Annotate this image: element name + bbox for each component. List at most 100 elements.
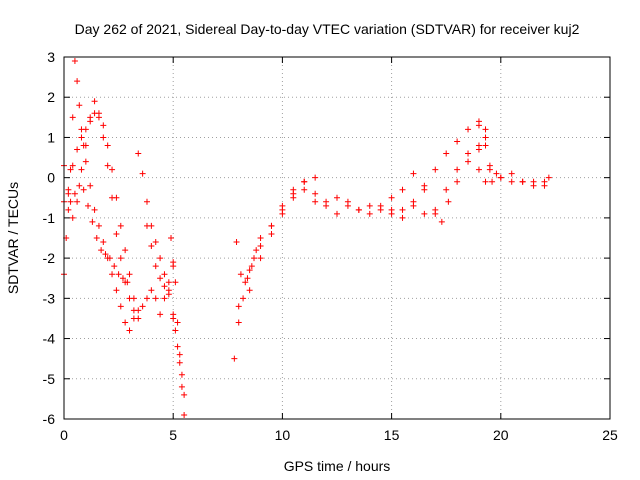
data-point [122,319,129,326]
data-point [126,327,133,334]
data-point [410,170,417,177]
data-point [176,359,183,366]
data-point [486,162,493,169]
data-point [139,303,146,310]
data-point [117,255,124,262]
data-point [465,158,472,165]
data-point [240,295,247,302]
series-track-13 [475,166,548,189]
data-point [104,162,111,169]
data-point [482,134,489,141]
data-point [78,134,85,141]
y-tick-label: 1 [47,129,55,145]
data-point [124,279,131,286]
y-tick-label: -4 [43,331,56,347]
data-point [323,202,330,209]
data-point [161,283,168,290]
data-point [178,383,185,390]
data-point [74,78,81,85]
data-point [279,202,286,209]
data-point [355,206,362,213]
series-track-4 [67,182,131,286]
data-point [421,210,428,217]
data-point [106,255,113,262]
data-point [67,198,74,205]
data-point [98,247,105,254]
data-point [152,295,159,302]
data-point [104,142,111,149]
data-point [443,150,450,157]
data-point [109,271,116,278]
data-point [161,295,168,302]
y-tick-label: -3 [43,290,56,306]
data-point [117,222,124,229]
data-point [242,279,249,286]
data-point [541,178,548,185]
data-point [74,198,81,205]
data-point [82,142,89,149]
series-track-11 [388,134,489,225]
data-point [432,166,439,173]
data-point [181,411,188,418]
series-track-7 [168,235,188,418]
data-point [135,150,142,157]
data-point [113,230,120,237]
data-point [246,287,253,294]
data-point [235,319,242,326]
data-point [168,235,175,241]
data-point [157,255,164,262]
series-track-8 [231,174,319,362]
data-point [334,194,340,201]
data-point [410,202,417,209]
data-point [251,255,258,262]
data-point [399,206,406,213]
y-tick-label: -2 [43,250,56,266]
data-point [139,170,146,177]
data-point [497,174,504,181]
data-point [244,275,251,282]
data-point [334,210,340,217]
y-tick-label: 0 [47,170,55,186]
data-point [301,186,308,193]
data-point [454,178,461,185]
data-point [508,178,515,185]
data-point [102,251,109,258]
data-point [172,279,179,286]
data-point [71,58,78,65]
data-point [279,210,286,217]
data-point [100,239,107,246]
data-point [482,126,489,133]
data-point [89,218,96,225]
grid [64,57,610,419]
data-point [69,214,76,221]
data-point [248,263,255,270]
chart-title: Day 262 of 2021, Sidereal Day-to-day VTE… [75,21,580,37]
data-point [165,291,172,298]
data-point [530,182,537,189]
data-point [489,178,496,185]
data-point [235,303,242,310]
data-point [178,371,185,378]
data-point [161,271,168,278]
data-point [475,118,482,125]
data-point [290,194,297,201]
series-track-10 [235,146,493,310]
x-tick-label: 0 [60,427,68,443]
data-point [122,247,129,254]
data-point [157,311,164,318]
data-point [74,146,81,153]
data-point [111,263,118,270]
data-point [312,190,319,197]
x-tick-label: 5 [169,427,177,443]
data-point [91,98,98,105]
series-track-3 [61,98,177,322]
data-point [76,102,83,109]
data-point [519,178,526,185]
data-point [344,202,351,209]
data-point [117,303,124,310]
data-point [100,122,107,129]
data-point [69,162,76,169]
data-point [237,271,244,278]
data-point [438,218,445,225]
